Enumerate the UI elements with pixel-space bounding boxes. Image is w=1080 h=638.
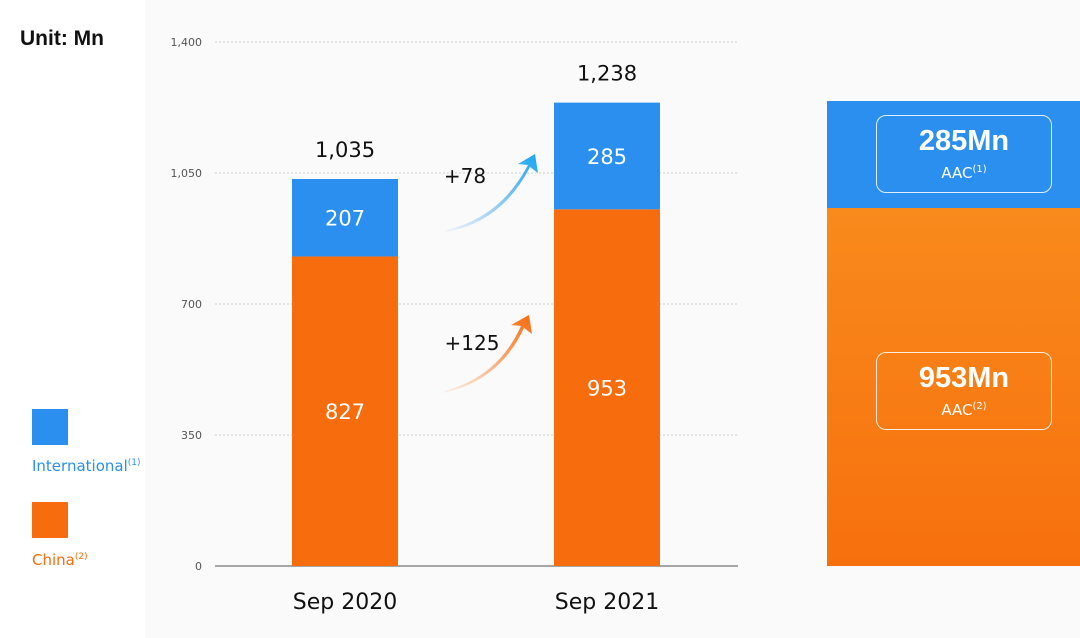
total-label: 1,238: [577, 62, 637, 86]
data-label-international: 207: [325, 207, 365, 231]
data-label-china: 953: [587, 377, 627, 401]
data-label-international: 285: [587, 145, 627, 169]
china-growth-arrow: [444, 315, 532, 393]
y-tick-label: 0: [195, 560, 202, 573]
x-tick-label: Sep 2021: [555, 590, 659, 615]
legend-china-swatch: [32, 502, 68, 538]
bar-china: [292, 256, 398, 566]
y-tick-label: 350: [181, 429, 202, 442]
side-international-label: AAC(1): [941, 164, 987, 182]
x-tick-label: Sep 2020: [293, 590, 397, 615]
legend-international-swatch: [32, 409, 68, 445]
bar-international: [554, 102, 660, 210]
international-growth-arrow: [446, 154, 538, 232]
unit-label: Unit: Mn: [20, 27, 104, 50]
side-international-box: 285Mn AAC(1): [876, 115, 1052, 193]
growth-annotation: +125: [445, 331, 500, 355]
y-tick-label: 700: [181, 298, 202, 311]
growth-annotation: +78: [444, 164, 486, 188]
bar-international: [292, 178, 398, 257]
total-label: 1,035: [315, 138, 375, 162]
side-international-value: 285Mn: [918, 125, 1010, 157]
side-china-block: [827, 208, 1080, 566]
side-china-box: 953Mn AAC(2): [876, 352, 1052, 430]
legend-china-label: China(2): [32, 551, 88, 569]
bar-china: [554, 209, 660, 566]
data-label-china: 827: [325, 400, 365, 424]
y-tick-label: 1,400: [171, 36, 203, 49]
legend-international-label: International(1): [32, 457, 141, 475]
y-tick-label: 1,050: [171, 167, 203, 180]
side-china-label: AAC(2): [941, 401, 987, 419]
side-china-value: 953Mn: [918, 362, 1010, 394]
side-international-block: [827, 101, 1080, 208]
